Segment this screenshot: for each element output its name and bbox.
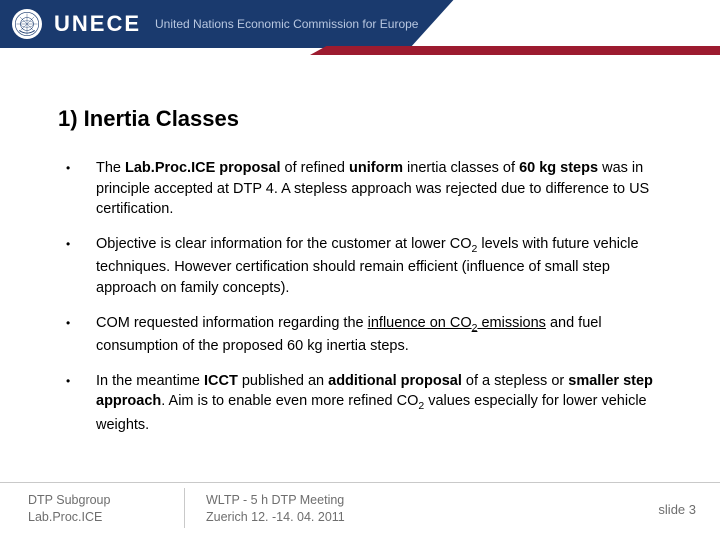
bullet-marker: • — [66, 371, 96, 436]
footer-divider — [0, 482, 720, 483]
footer: DTP Subgroup Lab.Proc.ICE WLTP - 5 h DTP… — [0, 482, 720, 540]
bullet-list: •The Lab.Proc.ICE proposal of refined un… — [66, 158, 672, 450]
bullet-marker: • — [66, 313, 96, 357]
bullet-text: Objective is clear information for the c… — [96, 234, 672, 299]
footer-left-line2: Lab.Proc.ICE — [28, 509, 110, 526]
footer-mid-divider — [184, 488, 185, 528]
header-org-full: United Nations Economic Commission for E… — [155, 17, 418, 31]
footer-left-line1: DTP Subgroup — [28, 492, 110, 509]
footer-left: DTP Subgroup Lab.Proc.ICE — [28, 492, 110, 526]
bullet-item: •COM requested information regarding the… — [66, 313, 672, 357]
slide: UNECE United Nations Economic Commission… — [0, 0, 720, 540]
header-accent-bar — [310, 46, 720, 55]
footer-mid-line2: Zuerich 12. -14. 04. 2011 — [206, 509, 345, 526]
bullet-item: •The Lab.Proc.ICE proposal of refined un… — [66, 158, 672, 220]
bullet-item: •In the meantime ICCT published an addit… — [66, 371, 672, 436]
slide-number: slide 3 — [658, 502, 696, 517]
bullet-item: •Objective is clear information for the … — [66, 234, 672, 299]
bullet-marker: • — [66, 234, 96, 299]
bullet-marker: • — [66, 158, 96, 220]
header-wedge — [410, 0, 720, 48]
footer-mid: WLTP - 5 h DTP Meeting Zuerich 12. -14. … — [206, 492, 345, 526]
bullet-text: COM requested information regarding the … — [96, 313, 672, 357]
footer-mid-line1: WLTP - 5 h DTP Meeting — [206, 492, 345, 509]
header-org-short: UNECE — [54, 11, 141, 37]
bullet-text: In the meantime ICCT published an additi… — [96, 371, 672, 436]
slide-title: 1) Inertia Classes — [58, 106, 239, 132]
un-emblem-icon — [12, 9, 42, 39]
header-banner: UNECE United Nations Economic Commission… — [0, 0, 720, 48]
bullet-text: The Lab.Proc.ICE proposal of refined uni… — [96, 158, 672, 220]
